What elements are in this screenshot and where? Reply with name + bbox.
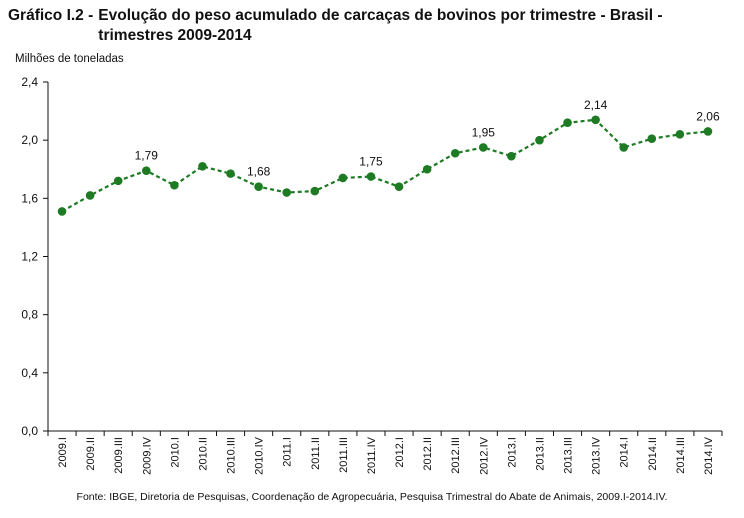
series-line: [61, 118, 709, 213]
data-point: [563, 118, 572, 128]
data-point: [507, 151, 516, 161]
x-tick-label: 2011.II: [310, 437, 322, 470]
x-tick-label: 2010.I: [169, 437, 181, 468]
x-tick-label: 2009.II: [85, 437, 97, 471]
data-point: [366, 172, 376, 181]
y-tick-label: 0,4: [21, 366, 38, 380]
x-tick-label: 2012.II: [422, 437, 434, 471]
x-tick-label: 2009.III: [113, 437, 125, 474]
data-point: [113, 176, 123, 186]
x-tick-label: 2013.I: [506, 437, 518, 468]
data-point: [703, 127, 713, 136]
source-note: Fonte: IBGE, Diretoria de Pesquisas, Coo…: [76, 491, 668, 503]
x-tick-label: 2012.IV: [478, 436, 490, 475]
y-tick-label: 1,2: [21, 250, 38, 264]
chart-title-text: Evolução do peso acumulado de carcaças d…: [98, 7, 663, 44]
data-point: [422, 164, 432, 174]
data-point: [282, 188, 292, 197]
data-point: [450, 148, 460, 158]
data-label: 2,06: [696, 109, 720, 123]
x-tick-label: 2014.III: [675, 437, 687, 474]
data-point: [478, 143, 488, 152]
y-tick-label: 0,8: [21, 308, 38, 322]
y-tick-label: 0,0: [21, 424, 38, 438]
x-tick-label: 2011.III: [338, 437, 350, 473]
x-tick-label: 2009.IV: [141, 436, 153, 475]
x-tick-label: 2014.I: [619, 437, 631, 468]
data-point: [170, 180, 179, 190]
x-tick-label: 2011.IV: [366, 436, 378, 474]
data-label: 2,14: [584, 98, 608, 112]
chart-title: Gráfico I.2 - Evolução do peso acumulado…: [8, 6, 738, 46]
data-point: [141, 166, 151, 176]
data-point: [310, 186, 320, 196]
x-tick-label: 2011.I: [282, 437, 294, 467]
data-point: [85, 191, 95, 200]
x-tick-label: 2014.IV: [703, 436, 715, 475]
data-point: [226, 169, 235, 178]
x-tick-label: 2010.III: [226, 437, 238, 474]
data-label: 1,95: [472, 125, 496, 139]
data-point: [535, 135, 544, 145]
y-tick-label: 1,6: [21, 191, 38, 205]
x-tick-label: 2010.IV: [254, 436, 266, 475]
x-tick-label: 2014.II: [647, 437, 659, 471]
chart-title-label: Gráfico I.2 -: [8, 7, 94, 24]
x-tick-label: 2013.IV: [591, 436, 603, 475]
data-point: [198, 162, 207, 171]
x-tick-label: 2013.II: [534, 437, 546, 471]
y-tick-label: 2,4: [21, 75, 38, 89]
data-point: [57, 207, 67, 216]
data-point: [647, 134, 657, 144]
x-tick-label: 2009.I: [57, 437, 69, 468]
x-tick-label: 2012.I: [394, 437, 406, 468]
data-point: [254, 182, 263, 191]
y-axis-unit-label: Milhões de toneladas: [15, 53, 124, 65]
x-tick-label: 2010.II: [197, 437, 209, 471]
data-point: [675, 130, 685, 139]
data-label: 1,79: [135, 149, 159, 163]
data-label: 1,75: [359, 155, 383, 169]
y-tick-label: 2,0: [21, 133, 38, 147]
x-tick-label: 2012.III: [450, 437, 462, 474]
x-tick-label: 2013.III: [563, 437, 575, 474]
data-point: [394, 182, 404, 191]
data-point: [338, 173, 348, 183]
data-point: [619, 143, 629, 152]
data-point: [591, 115, 600, 125]
data-label: 1,68: [247, 165, 271, 179]
